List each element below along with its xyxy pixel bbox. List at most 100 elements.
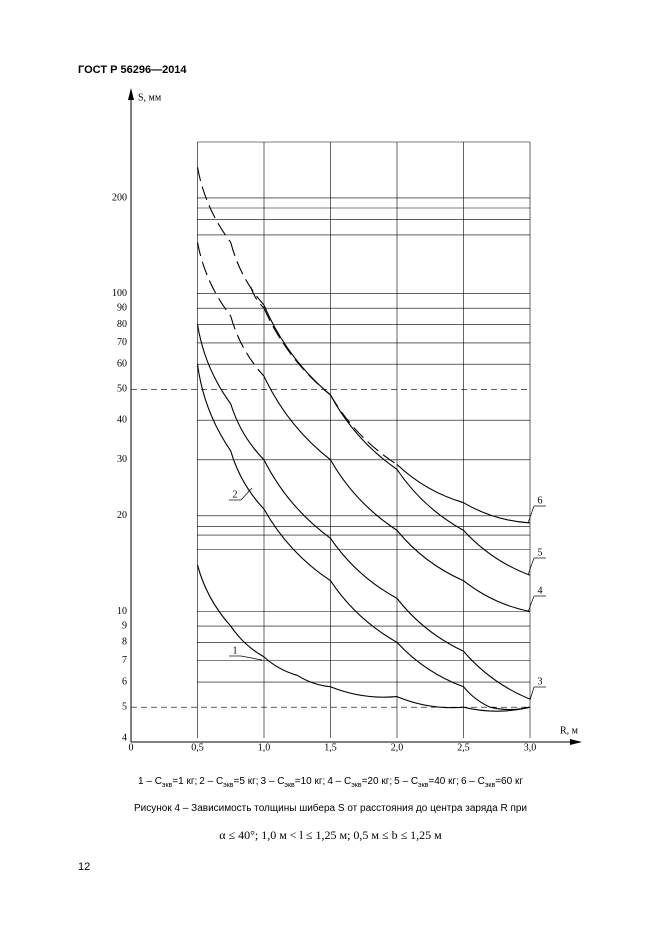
curve-segment xyxy=(296,674,331,688)
x-tick-label: 3,0 xyxy=(524,742,537,753)
x-tick-label: 2,5 xyxy=(457,742,470,753)
y-tick-label: 70 xyxy=(117,337,127,348)
legend: 1 – Cэкв=1 кг; 2 – Cэкв=5 кг; 3 – Cэкв=10 … xyxy=(0,776,661,789)
curve-segment xyxy=(196,364,232,452)
curve-segment xyxy=(396,464,464,504)
x-tick-label: 2,0 xyxy=(391,742,404,753)
curve-segment xyxy=(250,286,265,309)
curve-segment xyxy=(263,375,331,461)
curve-label: 5 xyxy=(538,547,543,558)
curve-segment xyxy=(263,656,298,676)
y-tick-label: 8 xyxy=(122,637,127,648)
legend-item: 6 – Cэкв=60 кг xyxy=(460,776,523,789)
curve-segment xyxy=(463,530,531,576)
legend-item: 3 – Cэкв=10 кг; xyxy=(260,776,326,789)
curve-segment xyxy=(463,580,531,613)
page-number: 12 xyxy=(78,861,91,873)
y-axis-label: S, мм xyxy=(138,92,162,103)
curve-segment xyxy=(463,686,491,708)
curve-segment xyxy=(330,686,398,698)
y-tick-label: 6 xyxy=(122,676,127,687)
curve-segment xyxy=(263,508,331,582)
curve-segment xyxy=(330,580,398,643)
legend-item: 1 – Cэкв=1 кг; xyxy=(138,776,198,789)
x-tick-label: 0 xyxy=(129,742,134,753)
legend-sub: экв xyxy=(223,782,234,789)
legend-rest: =60 кг xyxy=(495,776,523,787)
y-tick-label: 30 xyxy=(117,454,127,465)
curve-segment xyxy=(396,469,464,531)
y-tick-label: 7 xyxy=(122,655,127,666)
curve-segment xyxy=(330,537,398,599)
curve-segment xyxy=(196,242,232,317)
curve-leader xyxy=(529,686,535,701)
curve-label: 3 xyxy=(538,676,543,687)
y-tick-label: 80 xyxy=(117,319,127,330)
curve-segment xyxy=(489,706,531,711)
curve-segment xyxy=(463,502,531,524)
legend-rest: =40 кг; xyxy=(428,776,459,787)
x-tick-label: 0,5 xyxy=(191,742,204,753)
curve-segment xyxy=(196,564,232,627)
curve-segment xyxy=(330,394,398,465)
y-arrow xyxy=(128,88,134,100)
curve-leader xyxy=(240,655,263,661)
y-tick-label: 20 xyxy=(117,510,127,521)
y-tick-label: 5 xyxy=(122,701,127,712)
x-tick-label: 1,5 xyxy=(324,742,337,753)
curve-segment xyxy=(230,403,265,461)
legend-lead: 4 – C xyxy=(327,776,352,787)
y-tick-label: 50 xyxy=(117,384,127,395)
curve-segment xyxy=(263,304,331,396)
condition: α ≤ 40°; 1,0 м < l ≤ 1,25 м; 0,5 м ≤ b ≤… xyxy=(219,828,442,842)
x-axis-label: R, м xyxy=(560,725,579,736)
legend-sub: экв xyxy=(484,782,496,789)
curve-segment xyxy=(230,315,265,377)
x-tick-label: 1,0 xyxy=(258,742,271,753)
curve-label: 4 xyxy=(538,585,543,596)
legend-sub: экв xyxy=(284,782,295,789)
y-tick-label: 4 xyxy=(122,732,127,743)
y-tick-label: 9 xyxy=(122,620,127,631)
curve-leader xyxy=(527,505,535,524)
legend-rest: =5 кг; xyxy=(233,776,259,787)
legend-lead: 5 – C xyxy=(394,776,419,787)
y-tick-label: 90 xyxy=(117,302,127,313)
caption: Рисунок 4 – Зависимость толщины шибера S… xyxy=(133,803,528,814)
curve-segment xyxy=(396,696,464,709)
curve-label: 2 xyxy=(233,489,238,500)
legend-lead: 2 – C xyxy=(199,776,224,787)
curve-segment xyxy=(396,598,464,652)
curve-segment xyxy=(263,307,331,396)
curve-segment xyxy=(463,650,531,700)
curve-leader xyxy=(527,595,535,613)
curve-segment xyxy=(196,167,232,243)
y-tick-label: 40 xyxy=(117,414,127,425)
legend-rest: =1 кг; xyxy=(172,776,198,787)
y-tick-label: 10 xyxy=(117,606,127,617)
chart: S, мм R, м 45678910203040506070809010020… xyxy=(112,88,582,753)
curve-segment xyxy=(330,459,398,531)
curve-segment xyxy=(230,625,265,658)
curve-segment xyxy=(396,530,464,582)
y-tick-label: 100 xyxy=(112,288,127,299)
legend-lead: 6 – C xyxy=(460,776,485,787)
legend-item: 4 – Cэкв=20 кг; xyxy=(327,776,393,789)
curve-label: 1 xyxy=(233,645,238,656)
x-arrow xyxy=(570,739,582,745)
y-tick-label: 60 xyxy=(117,358,127,369)
curve-segment xyxy=(230,450,265,510)
legend-item: 2 – Cэкв=5 кг; xyxy=(199,776,259,789)
legend-lead: 3 – C xyxy=(260,776,285,787)
legend-item: 5 – Cэкв=40 кг; xyxy=(394,776,459,789)
curve-label: 6 xyxy=(538,495,543,506)
legend-sub: экв xyxy=(351,782,362,789)
legend-sub: экв xyxy=(418,782,429,789)
curve-segment xyxy=(196,324,232,405)
legend-rest: =20 кг; xyxy=(361,776,393,787)
curve-segment xyxy=(230,242,265,306)
legend-rest: =10 кг; xyxy=(294,776,326,787)
curve-leader xyxy=(527,557,535,576)
curve-segment xyxy=(396,641,464,688)
